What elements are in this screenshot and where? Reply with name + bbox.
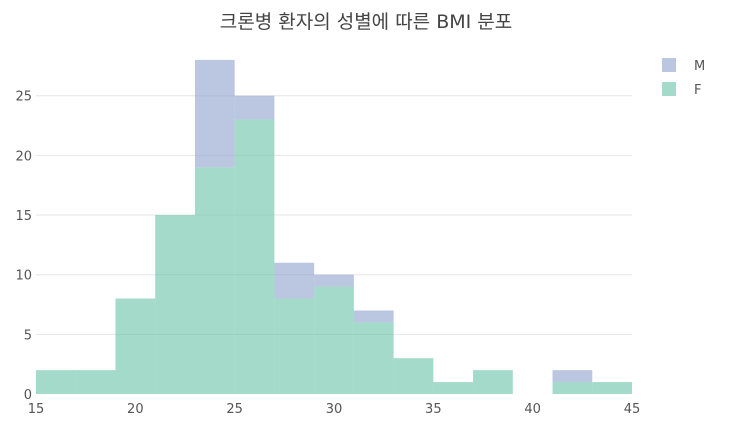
bar-F-29[interactable] [314, 286, 354, 394]
bar-F-17[interactable] [75, 370, 116, 394]
bar-F-37[interactable] [473, 370, 513, 394]
grid-lines [36, 95, 632, 335]
bar-F-15[interactable] [36, 370, 76, 394]
legend-swatch-F[interactable] [662, 82, 676, 96]
x-tick-15: 15 [28, 402, 45, 417]
bar-F-27[interactable] [274, 298, 315, 394]
legend[interactable]: MF [662, 58, 705, 98]
bar-F-21[interactable] [155, 215, 195, 394]
bar-F-23[interactable] [194, 167, 235, 394]
y-axis-ticks: 0 5 10 15 20 25 [15, 90, 32, 403]
x-tick-35: 35 [425, 402, 442, 417]
bars [36, 59, 632, 394]
bar-F-43[interactable] [592, 382, 632, 394]
chart-title: 크론병 환자의 성별에 따른 BMI 분포 [220, 11, 512, 33]
y-tick-25: 25 [15, 90, 32, 105]
bar-F-35[interactable] [433, 382, 474, 394]
bar-M-23[interactable] [194, 59, 235, 168]
x-tick-30: 30 [326, 402, 343, 417]
bar-M-25[interactable] [234, 95, 275, 120]
x-tick-40: 40 [524, 402, 541, 417]
x-tick-45: 45 [624, 402, 641, 417]
legend-label-F[interactable]: F [694, 83, 701, 98]
y-tick-0: 0 [24, 388, 32, 403]
bar-F-25[interactable] [234, 119, 275, 394]
legend-swatch-M[interactable] [662, 58, 676, 72]
x-axis-ticks: 15 20 25 30 35 40 45 [28, 402, 641, 417]
bar-M-29[interactable] [314, 274, 354, 287]
x-tick-20: 20 [127, 402, 144, 417]
y-tick-20: 20 [15, 149, 32, 164]
y-tick-15: 15 [15, 209, 32, 224]
bar-F-33[interactable] [393, 358, 434, 394]
bar-M-27[interactable] [274, 262, 315, 299]
bar-M-41[interactable] [552, 370, 593, 383]
bar-F-31[interactable] [353, 322, 394, 394]
y-tick-10: 10 [15, 269, 32, 284]
x-tick-25: 25 [226, 402, 243, 417]
bar-F-41[interactable] [552, 382, 593, 394]
legend-label-M[interactable]: M [694, 59, 705, 74]
y-tick-5: 5 [24, 328, 32, 343]
bar-F-19[interactable] [115, 298, 156, 394]
bar-M-31[interactable] [353, 310, 394, 323]
